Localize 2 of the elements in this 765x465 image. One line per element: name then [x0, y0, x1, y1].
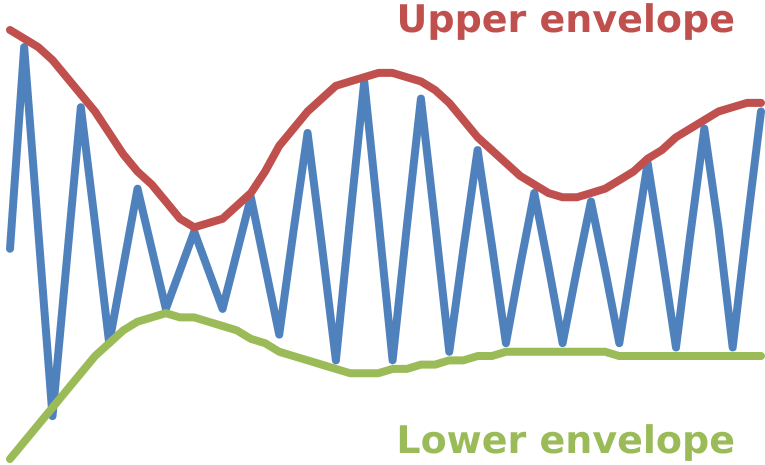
series-label: Upper envelope — [396, 0, 736, 41]
series-label: Lower envelope — [396, 418, 736, 462]
